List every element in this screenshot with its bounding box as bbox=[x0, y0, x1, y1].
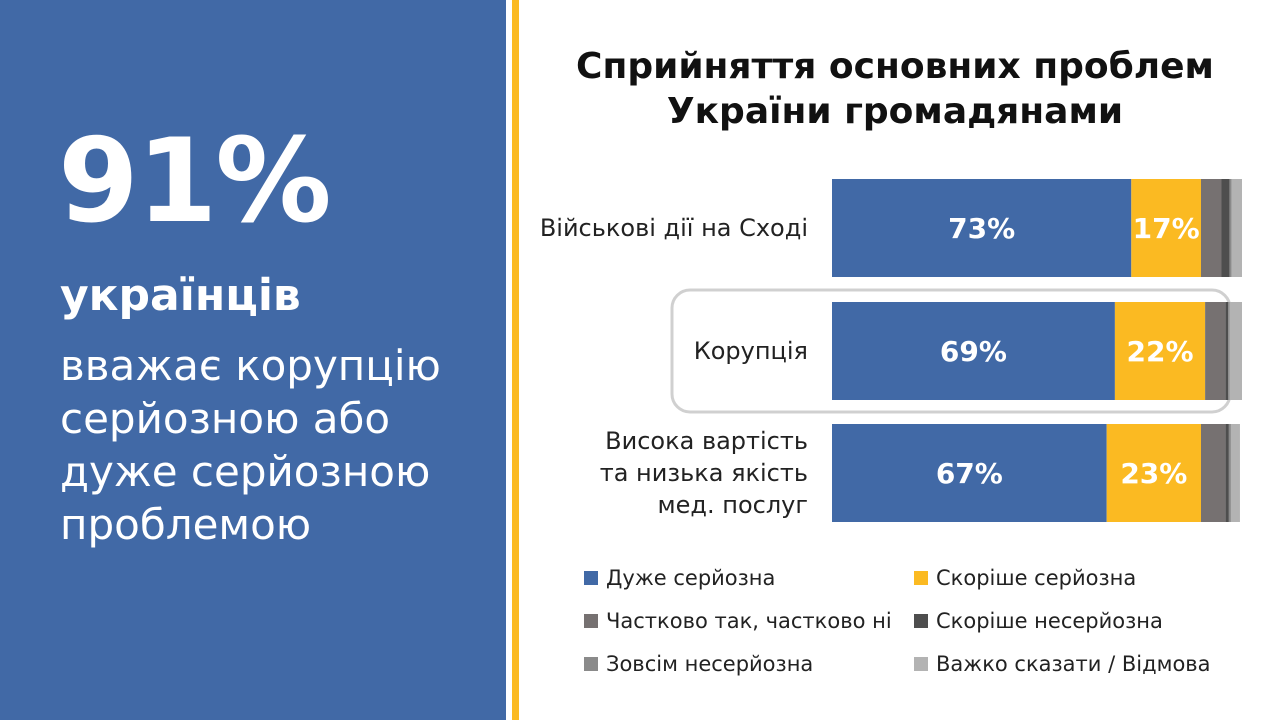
legend-label: Скоріше несерйозна bbox=[936, 609, 1163, 633]
bar-segment bbox=[1225, 424, 1229, 522]
bar-segment bbox=[1229, 179, 1232, 277]
legend-label: Зовсім несерйозна bbox=[606, 652, 814, 676]
big-percentage: 91% bbox=[58, 114, 332, 249]
bar-segment bbox=[832, 179, 1132, 277]
legend-label: Важко сказати / Відмова bbox=[936, 652, 1211, 676]
legend-swatch bbox=[914, 571, 928, 585]
category-label: Висока вартість та низька якість мед. посл… bbox=[600, 427, 808, 519]
bar-segment bbox=[1229, 302, 1242, 400]
bar-segment bbox=[832, 302, 1115, 400]
chart-title: Сприйняття основних проблем України гром… bbox=[576, 46, 1214, 132]
data-label: 23% bbox=[1120, 457, 1187, 490]
legend-swatch bbox=[914, 657, 928, 671]
stacked-bar-chart: Військові дії на Сході 73% 17% Корупція 69% 2… bbox=[540, 179, 1242, 522]
legend-label: Дуже серйозна bbox=[606, 566, 776, 590]
accent-separator bbox=[512, 0, 519, 720]
summary-panel: 91% українців вважає корупцію серйозною … bbox=[0, 0, 506, 720]
data-label: 67% bbox=[936, 457, 1003, 490]
subject-label: українців bbox=[60, 270, 301, 321]
legend-item: Дуже серйозна bbox=[584, 566, 775, 590]
bar-segment bbox=[1225, 302, 1229, 400]
data-label: 73% bbox=[948, 212, 1015, 245]
legend-swatch bbox=[584, 571, 598, 585]
legend-item: Скоріше серйозна bbox=[914, 566, 1136, 590]
data-label: 22% bbox=[1126, 335, 1193, 368]
bar-segment bbox=[1131, 179, 1201, 277]
bar-segment bbox=[1205, 302, 1226, 400]
summary-description: вважає корупцію серйозною або дуже серйо… bbox=[60, 341, 441, 549]
legend-item: Зовсім несерйозна bbox=[584, 652, 813, 676]
legend-item: Важко сказати / Відмова bbox=[914, 652, 1211, 676]
legend-swatch bbox=[584, 657, 598, 671]
data-label: 69% bbox=[940, 335, 1007, 368]
bar-segment bbox=[1106, 424, 1201, 522]
legend-label: Частково так, частково ні bbox=[606, 609, 892, 633]
bar-segment bbox=[1231, 179, 1242, 277]
legend-swatch bbox=[914, 614, 928, 628]
bar-segment bbox=[1221, 179, 1230, 277]
category-label: Корупція bbox=[694, 337, 808, 365]
legend-swatch bbox=[584, 614, 598, 628]
bar-segment bbox=[1201, 179, 1222, 277]
legend-item: Скоріше несерйозна bbox=[914, 609, 1163, 633]
bar-segment bbox=[832, 424, 1107, 522]
bar-segment bbox=[1228, 424, 1231, 522]
bar-segment bbox=[1114, 302, 1206, 400]
bar-segment bbox=[1228, 302, 1230, 400]
legend-label: Скоріше серйозна bbox=[936, 566, 1137, 590]
data-label: 17% bbox=[1133, 212, 1200, 245]
category-label: Військові дії на Сході bbox=[540, 214, 808, 242]
legend-item: Частково так, частково ні bbox=[584, 609, 892, 633]
bar-segment bbox=[1230, 424, 1240, 522]
bar-segment bbox=[1201, 424, 1226, 522]
